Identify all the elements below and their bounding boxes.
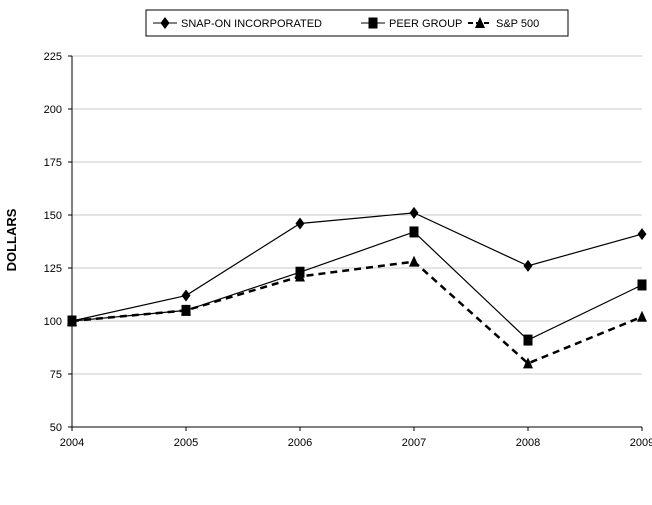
- data-point: [523, 259, 533, 272]
- data-point: [67, 315, 77, 326]
- y-axis-label: DOLLARS: [4, 208, 19, 271]
- y-tick-label: 200: [44, 104, 62, 116]
- y-tick-label: 150: [44, 210, 62, 222]
- legend-entry: S&P 500: [468, 17, 539, 30]
- y-tick-label: 225: [44, 51, 62, 63]
- data-point: [181, 304, 191, 316]
- x-tick-label: 2005: [174, 437, 198, 449]
- x-tick-label: 2006: [288, 437, 312, 449]
- legend-entry: PEER GROUP: [361, 17, 462, 30]
- data-point: [637, 228, 647, 241]
- series-line: [71, 212, 643, 322]
- data-point: [409, 255, 419, 267]
- y-tick-label: 75: [50, 369, 62, 381]
- legend-marker: [475, 17, 485, 28]
- x-tick-label: 2007: [402, 437, 426, 449]
- legend-label: S&P 500: [496, 18, 539, 30]
- data-point: [523, 334, 533, 346]
- data-point: [637, 310, 647, 322]
- legend-label: SNAP-ON INCORPORATED: [181, 18, 322, 30]
- y-tick-label: 100: [44, 316, 62, 328]
- legend-label: PEER GROUP: [389, 18, 462, 30]
- legend: SNAP-ON INCORPORATED PEER GROUP S&P 500: [145, 9, 569, 37]
- data-point: [409, 226, 419, 238]
- data-point: [181, 289, 191, 302]
- series-line: [71, 231, 643, 341]
- data-point: [409, 206, 419, 219]
- y-axis-ticks: 50 75 100 125 150 175 200 225: [44, 51, 72, 434]
- legend-marker: [160, 17, 170, 29]
- series-line: [71, 260, 643, 365]
- x-tick-label: 2009: [630, 437, 652, 449]
- y-tick-label: 175: [44, 157, 62, 169]
- data-point: [295, 270, 305, 282]
- x-tick-label: 2004: [60, 437, 84, 449]
- data-point: [295, 217, 305, 230]
- axes: [71, 56, 642, 428]
- data-point: [637, 279, 647, 291]
- y-tick-label: 50: [50, 422, 62, 434]
- series-diamond: [67, 206, 647, 327]
- legend-entry: SNAP-ON INCORPORATED: [153, 17, 322, 30]
- legend-box: [145, 9, 569, 37]
- x-axis-ticks: 2004 2005 2006 2007 2008 2009: [60, 427, 652, 449]
- legend-marker: [368, 17, 378, 29]
- y-tick-label: 125: [44, 263, 62, 275]
- series-triangle: [67, 255, 647, 369]
- series-group: [67, 206, 647, 369]
- x-tick-label: 2008: [516, 437, 540, 449]
- data-point: [523, 357, 533, 369]
- series-square: [67, 226, 647, 346]
